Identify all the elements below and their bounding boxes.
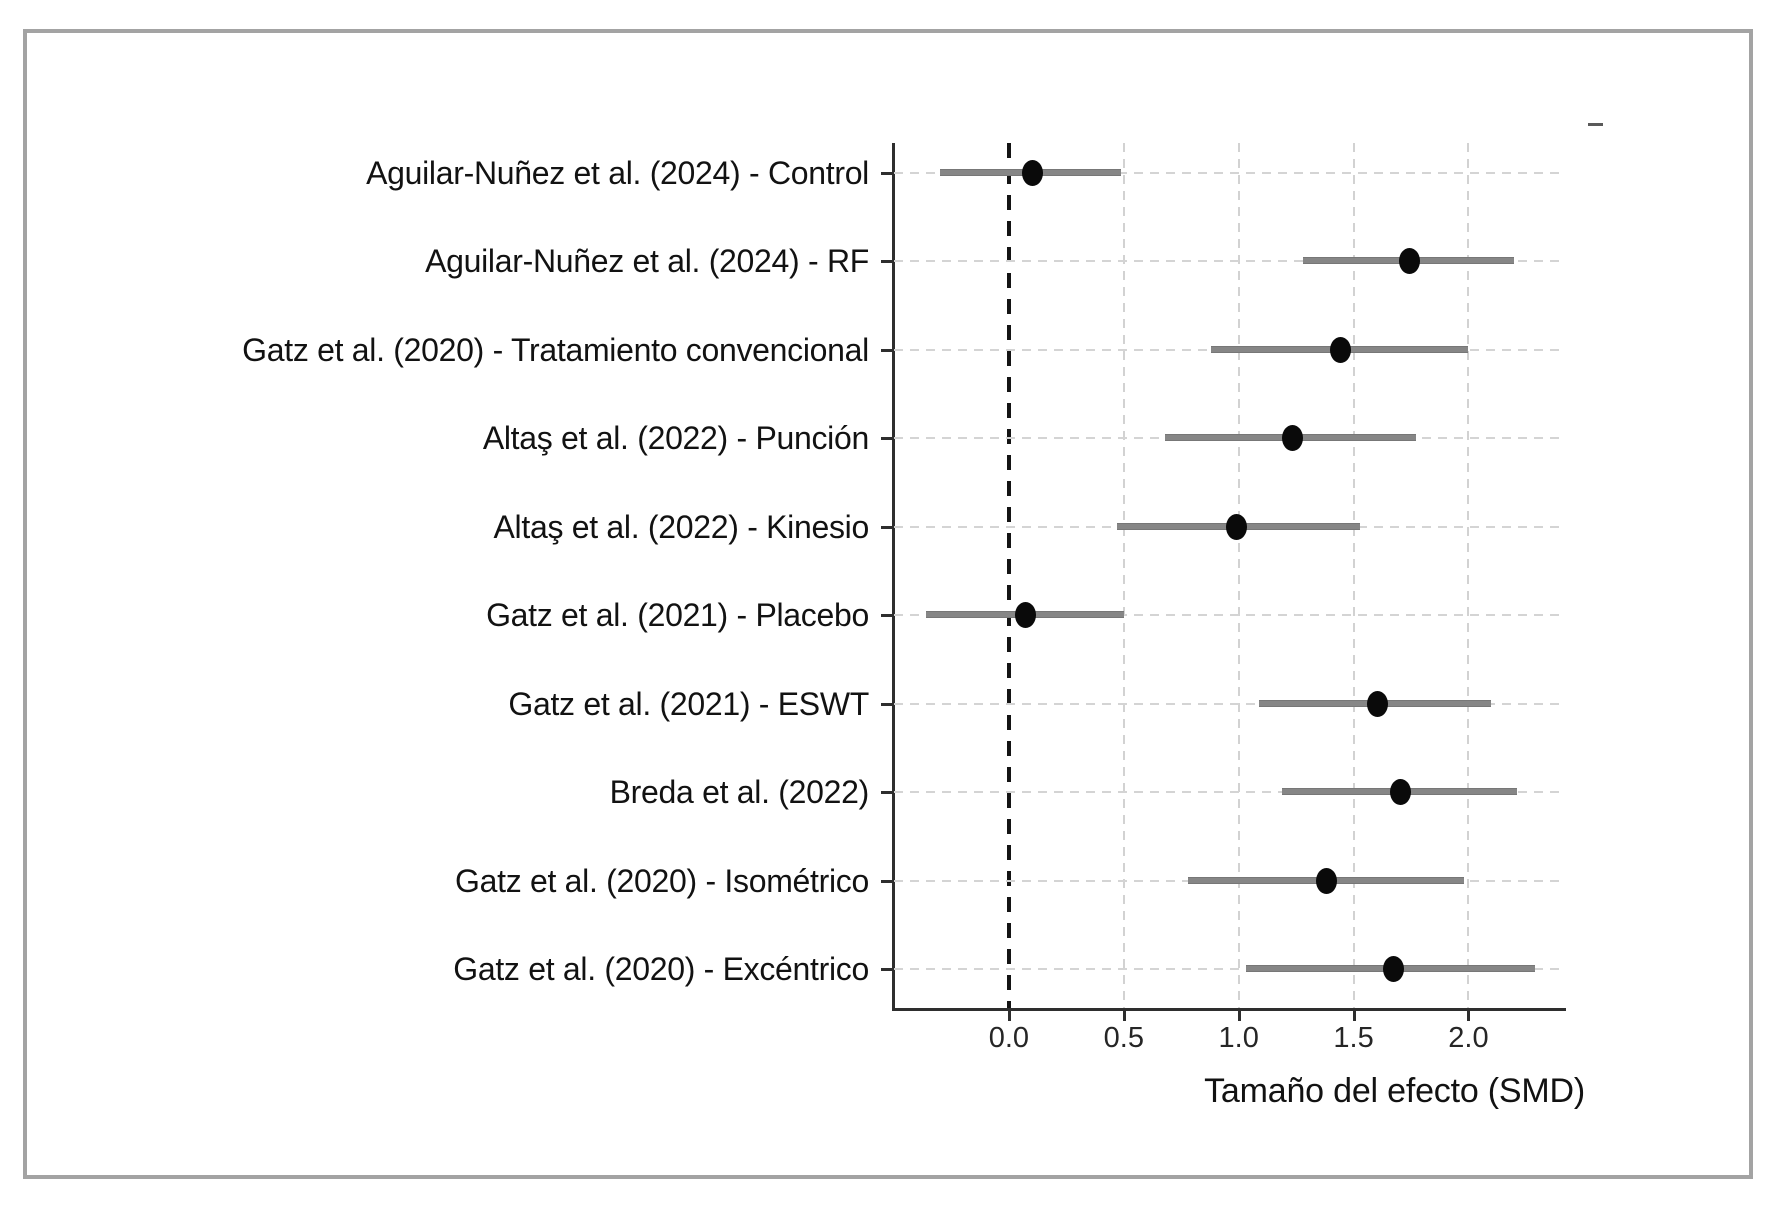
study-row-label: Altaş et al. (2022) - Kinesio: [493, 508, 870, 545]
x-axis-title: Tamaño del efecto (SMD): [1204, 1072, 1585, 1110]
row-gridline: [894, 614, 1565, 617]
x-axis-spine: [892, 1008, 1566, 1011]
study-row-label: Gatz et al. (2020) - Isométrico: [455, 862, 869, 899]
study-row-label: Breda et al. (2022): [609, 774, 870, 811]
row-gridline: [894, 702, 1565, 705]
y-axis-tick: [881, 348, 892, 352]
y-axis-tick: [881, 791, 892, 795]
x-axis-tick: [1237, 1011, 1241, 1021]
y-axis-tick: [881, 614, 892, 618]
row-gridline: [894, 260, 1565, 263]
vertical-gridline: [1237, 143, 1240, 1008]
point-estimate-dot: [1366, 690, 1388, 717]
figure-border-frame: [23, 29, 1753, 1179]
vertical-gridline: [1352, 143, 1355, 1008]
row-gridline: [894, 172, 1565, 174]
point-estimate-dot: [1014, 602, 1036, 629]
point-estimate-dot: [1382, 956, 1404, 982]
point-estimate-dot: [1398, 248, 1420, 275]
y-axis-tick: [881, 437, 892, 441]
x-tick-label: 0.5: [1103, 1022, 1144, 1054]
row-gridline: [894, 968, 1565, 970]
study-row-label: Gatz et al. (2021) - ESWT: [508, 685, 869, 722]
y-axis-tick: [881, 260, 892, 264]
point-estimate-dot: [1389, 779, 1411, 806]
x-tick-label: 1.5: [1333, 1022, 1374, 1054]
y-axis-tick: [881, 702, 892, 706]
row-gridline: [894, 791, 1565, 794]
x-axis-tick: [1122, 1011, 1126, 1021]
top-right-dash-artifact: [1588, 123, 1603, 126]
point-estimate-dot: [1329, 336, 1351, 363]
x-axis-tick: [1352, 1011, 1356, 1021]
point-estimate-dot: [1021, 160, 1043, 186]
vertical-gridline: [1467, 143, 1470, 1008]
x-axis-tick: [1467, 1011, 1471, 1021]
vertical-gridline: [1122, 143, 1125, 1008]
study-row-label: Aguilar-Nuñez et al. (2024) - RF: [425, 243, 869, 280]
zero-reference-line: [1006, 143, 1011, 1008]
study-row-label: Aguilar-Nuñez et al. (2024) - Control: [366, 155, 869, 191]
y-axis-spine: [892, 143, 895, 1010]
study-row-label: Altaş et al. (2022) - Punción: [482, 420, 869, 457]
x-axis-tick: [1007, 1011, 1011, 1021]
study-row-label: Gatz et al. (2021) - Placebo: [486, 597, 869, 634]
forest-plot-area: 0.0 0.5 1.0 1.5 2.0: [881, 143, 1566, 1053]
y-axis-tick: [881, 968, 892, 971]
point-estimate-dot: [1316, 867, 1338, 894]
y-axis-tick: [881, 525, 892, 529]
x-tick-label: 2.0: [1448, 1022, 1489, 1054]
point-estimate-dot: [1281, 425, 1303, 452]
study-row-label: Gatz et al. (2020) - Tratamiento convenc…: [242, 331, 869, 368]
y-axis-tick: [881, 172, 892, 175]
x-tick-label: 1.0: [1218, 1022, 1259, 1054]
point-estimate-dot: [1226, 513, 1248, 540]
study-row-label: Gatz et al. (2020) - Excéntrico: [453, 951, 869, 987]
y-axis-tick: [881, 879, 892, 883]
x-tick-label: 0.0: [988, 1022, 1030, 1054]
